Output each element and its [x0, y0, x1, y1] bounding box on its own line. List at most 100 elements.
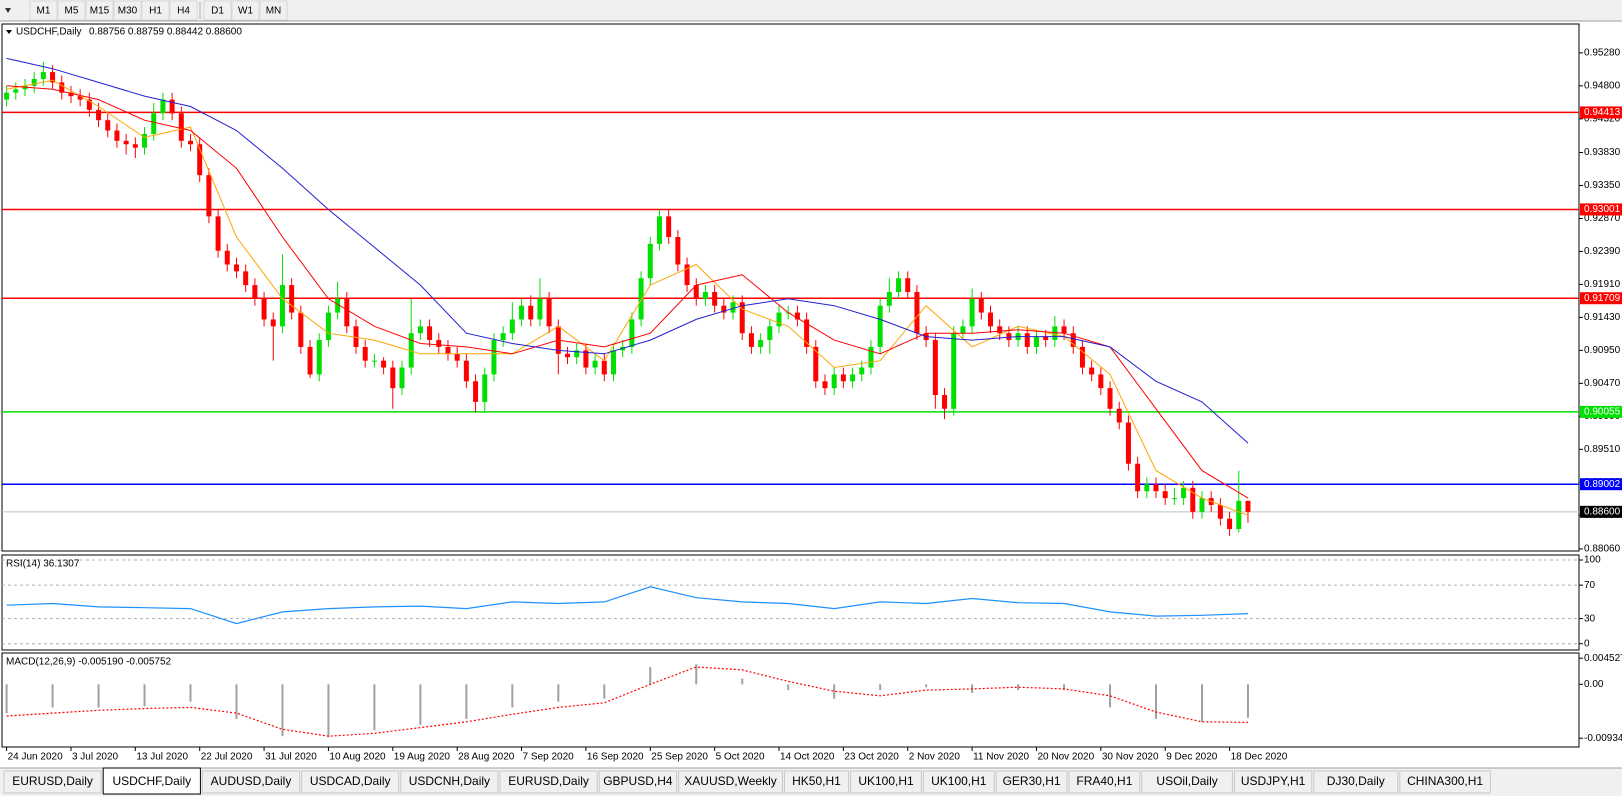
timeframe-button[interactable]: [259, 0, 288, 21]
candle-body: [473, 381, 479, 402]
x-tick-label: 7 Sep 2020: [523, 752, 575, 763]
candle-body: [1098, 374, 1104, 389]
timeframe-label[interactable]: W1: [238, 6, 253, 17]
tab-label[interactable]: CHINA300,H1: [1407, 774, 1483, 788]
candle-body: [684, 264, 690, 286]
tab[interactable]: [201, 770, 301, 794]
macd-signal: [6, 666, 1249, 737]
candle-body: [261, 298, 267, 320]
candle-body: [969, 298, 975, 327]
candle-body: [4, 92, 10, 100]
candle-body: [114, 130, 120, 141]
candle-body: [1171, 498, 1177, 500]
tab-label[interactable]: USDCHF,Daily: [112, 774, 191, 788]
indicator-title: MACD(12,26,9) -0.005190 -0.005752: [6, 657, 172, 668]
tab-label[interactable]: USDCNH,Daily: [409, 774, 490, 788]
timeframe-button[interactable]: [231, 0, 260, 21]
tab-label[interactable]: USDJPY,H1: [1241, 774, 1306, 788]
tab[interactable]: [783, 770, 850, 794]
candle-body: [1061, 326, 1067, 334]
timeframe-label[interactable]: M15: [90, 6, 110, 17]
timeframe-button[interactable]: [203, 0, 232, 21]
timeframe-label[interactable]: H4: [177, 6, 190, 17]
timeframe-label[interactable]: M30: [118, 6, 138, 17]
candle-body: [68, 92, 74, 97]
candle-body: [1236, 500, 1242, 530]
timeframe-button[interactable]: [113, 0, 142, 21]
timeframe-label[interactable]: MN: [266, 6, 282, 17]
y-tick-label: 0.88060: [1584, 544, 1621, 555]
chart-subtitle: 0.88756 0.88759 0.88442 0.88600: [89, 27, 242, 38]
candle-body: [592, 360, 598, 368]
tab-label[interactable]: EURUSD,Daily: [12, 774, 93, 788]
tab-label[interactable]: XAUUSD,Weekly: [684, 774, 776, 788]
tab-label[interactable]: USDCAD,Daily: [310, 774, 391, 788]
tab[interactable]: [1141, 770, 1233, 794]
candle-body: [491, 340, 497, 375]
tab[interactable]: [850, 770, 922, 794]
timeframe-button[interactable]: [141, 0, 170, 21]
timeframe-button[interactable]: [57, 0, 86, 21]
tab[interactable]: [995, 770, 1068, 794]
tab-label[interactable]: EURUSD,Daily: [508, 774, 589, 788]
tab-label[interactable]: HK50,H1: [792, 774, 841, 788]
tab[interactable]: [1313, 770, 1399, 794]
tab-label[interactable]: USOil,Daily: [1156, 774, 1217, 788]
timeframe-label[interactable]: M5: [65, 6, 79, 17]
level-label: 0.91709: [1584, 293, 1621, 304]
y-tick-label: 0.91430: [1584, 312, 1621, 323]
candle-body: [289, 285, 295, 313]
tab[interactable]: [1068, 770, 1141, 794]
candle-body: [831, 374, 837, 389]
y-tick-label: 30: [1584, 613, 1596, 624]
tab[interactable]: [499, 770, 598, 794]
timeframe-button[interactable]: [169, 0, 198, 21]
candle-body: [279, 285, 285, 327]
tab[interactable]: [598, 770, 678, 794]
candle-body: [629, 319, 635, 347]
tab-label[interactable]: FRA40,H1: [1076, 774, 1132, 788]
candle-body: [1089, 367, 1095, 375]
timeframe-button[interactable]: [29, 0, 58, 21]
timeframe-button[interactable]: [85, 0, 114, 21]
timeframe-label[interactable]: D1: [211, 6, 224, 17]
candle-body: [436, 340, 442, 347]
timeframe-label[interactable]: M1: [37, 6, 51, 17]
candle-body: [997, 326, 1003, 334]
y-tick-label: 0.93350: [1584, 180, 1621, 191]
candle-body: [675, 236, 681, 265]
tab[interactable]: [3, 770, 102, 794]
chart-title: USDCHF,Daily: [16, 27, 82, 38]
candle-body: [335, 298, 341, 313]
panel: [1, 554, 1580, 651]
tab[interactable]: [678, 770, 783, 794]
tab[interactable]: [1233, 770, 1313, 794]
tab-label[interactable]: AUDUSD,Daily: [211, 774, 292, 788]
tab[interactable]: [400, 770, 499, 794]
tab-label[interactable]: UK100,H1: [858, 774, 914, 788]
y-tick-label: 70: [1584, 580, 1596, 591]
candle-body: [721, 305, 727, 313]
candle-body: [868, 346, 874, 368]
candle-body: [151, 113, 157, 134]
moving-average: [6, 85, 1249, 499]
level-label-box: [1580, 203, 1622, 216]
candle-body: [739, 302, 745, 334]
x-tick-label: 14 Oct 2020: [780, 752, 835, 763]
level-label: 0.93001: [1584, 204, 1621, 215]
candle-body: [1162, 491, 1168, 499]
tab[interactable]: [301, 770, 400, 794]
tab[interactable]: [922, 770, 995, 794]
candle-body: [344, 298, 350, 327]
timeframe-label[interactable]: H1: [149, 6, 162, 17]
tab-label[interactable]: GER30,H1: [1003, 774, 1061, 788]
y-tick-label: 0: [1584, 638, 1590, 649]
toolbar-icon[interactable]: [5, 8, 11, 13]
tab-label[interactable]: UK100,H1: [931, 774, 987, 788]
candle-body: [123, 140, 129, 145]
tab-label[interactable]: GBPUSD,H4: [603, 774, 673, 788]
tab-label[interactable]: DJ30,Daily: [1327, 774, 1385, 788]
tab[interactable]: [1399, 770, 1491, 794]
tab[interactable]: [102, 767, 201, 795]
